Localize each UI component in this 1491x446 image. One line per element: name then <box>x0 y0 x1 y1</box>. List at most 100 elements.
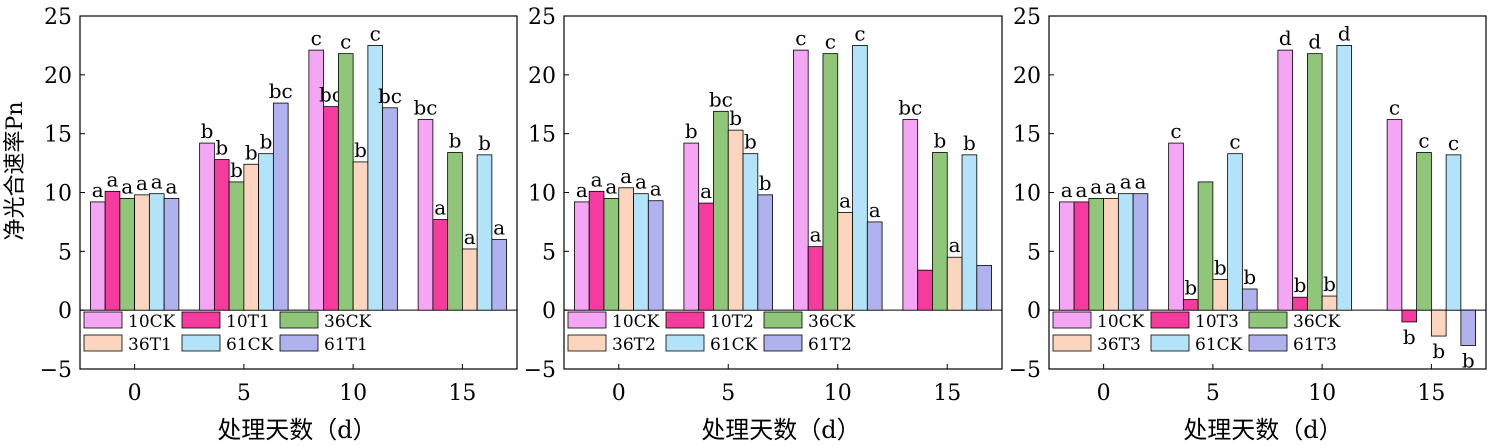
legend-label-10CK: 10CK <box>612 312 660 332</box>
sig-letter-61T1-0: a <box>166 174 178 198</box>
x-tick-label: 0 <box>128 381 142 406</box>
bar-61CK-5 <box>742 153 759 311</box>
bar-36CK-0 <box>603 197 620 311</box>
sig-letter-36T2-15: a <box>949 233 961 257</box>
sig-letter-36T3-15: b <box>1432 339 1445 363</box>
y-tick-label: 10 <box>528 182 556 207</box>
legend-swatch-10CK <box>567 311 607 329</box>
sig-letter-10CK-0: a <box>576 178 588 202</box>
sig-letter-61CK-10: c <box>370 21 381 45</box>
bar-61T3-15 <box>1460 309 1477 346</box>
bar-61CK-0 <box>148 193 165 311</box>
sig-letter-36CK-0: a <box>121 174 133 198</box>
bar-36CK-10 <box>1306 53 1323 311</box>
bar-61CK-15 <box>1445 154 1462 311</box>
bar-36T3-5 <box>1212 279 1229 311</box>
y-tick-label: 20 <box>528 64 556 89</box>
legend-swatch-61CK <box>1150 334 1190 352</box>
bar-36T3-10 <box>1321 295 1338 311</box>
y-tick-label: 0 <box>58 299 72 324</box>
bar-36T1-5 <box>243 163 260 311</box>
y-tick-label: 25 <box>44 5 72 30</box>
legend-swatch-10CK <box>83 311 123 329</box>
legend-swatch-36CK <box>1248 311 1288 329</box>
sig-letter-10CK-10: c <box>795 26 806 50</box>
y-tick-label: 5 <box>1027 240 1041 265</box>
bar-61T1-0 <box>163 197 180 311</box>
y-tick-label: 15 <box>44 123 72 148</box>
bar-61T2-10 <box>866 221 883 311</box>
sig-letter-10CK-5: c <box>1170 119 1181 143</box>
x-tick-label: 5 <box>721 381 735 406</box>
legend-label-36CK: 36CK <box>324 312 372 332</box>
sig-letter-36CK-5: b <box>230 158 243 182</box>
legend-label-61CK: 61CK <box>1195 335 1243 355</box>
bar-36CK-15 <box>932 152 948 311</box>
bar-10CK-5 <box>1168 142 1184 311</box>
sig-letter-10T2-10: a <box>810 223 822 247</box>
sig-letter-61T1-5: bc <box>269 79 293 103</box>
bar-36CK-15 <box>447 152 463 311</box>
y-tick-label: −5 <box>524 358 556 383</box>
sig-letter-61CK-15: c <box>1448 131 1459 155</box>
sig-letter-10T1-5: b <box>215 136 228 160</box>
legend-swatch-36T2 <box>567 334 607 352</box>
sig-letter-10CK-15: c <box>1389 96 1400 120</box>
sig-letter-10T2-5: a <box>700 179 712 203</box>
bar-61T1-15 <box>491 239 508 311</box>
sig-letter-10T1-15: a <box>434 196 446 220</box>
sig-letter-36CK-10: c <box>825 30 836 54</box>
sig-letter-10T3-5: b <box>1184 276 1197 300</box>
bar-36T2-15 <box>946 256 963 311</box>
y-tick-label: −5 <box>1009 358 1041 383</box>
bar-61CK-5 <box>258 153 274 311</box>
legend-label-10T3: 10T3 <box>1195 312 1239 332</box>
bar-36T2-5 <box>727 129 744 311</box>
bar-36CK-5 <box>713 110 729 311</box>
bar-61CK-15 <box>476 154 493 311</box>
sig-letter-10CK-15: bc <box>898 96 922 120</box>
bar-10T3-10 <box>1292 296 1308 311</box>
bar-36T2-0 <box>618 187 634 311</box>
sig-letter-36T1-5: b <box>245 140 258 164</box>
bar-61T3-5 <box>1241 288 1258 311</box>
sig-letter-61T3-15: b <box>1462 348 1475 372</box>
x-axis-label: 处理天数（d） <box>217 416 376 444</box>
bar-36T3-0 <box>1103 197 1119 311</box>
bar-36CK-15 <box>1416 152 1432 311</box>
y-tick-label: 15 <box>1013 123 1041 148</box>
bar-10CK-10 <box>1277 49 1294 311</box>
x-tick-label: 15 <box>1417 381 1445 406</box>
x-tick-label: 5 <box>1206 381 1220 406</box>
bar-36T2-10 <box>837 212 853 311</box>
legend-swatch-36CK <box>279 311 319 329</box>
bar-10T1-15 <box>432 219 449 311</box>
bar-10CK-5 <box>199 142 215 311</box>
bar-36T1-10 <box>352 161 369 311</box>
bar-36T1-15 <box>461 248 478 311</box>
bar-61T1-10 <box>382 107 398 311</box>
bar-10CK-0 <box>89 201 106 311</box>
sig-letter-36CK-0: a <box>605 174 617 198</box>
bar-10T2-10 <box>807 246 824 311</box>
bar-10T2-5 <box>698 202 714 311</box>
sig-letter-10CK-5: b <box>685 119 698 143</box>
sig-letter-36T3-10: b <box>1323 272 1336 296</box>
y-tick-label: 20 <box>1013 64 1041 89</box>
sig-letter-36T1-10: b <box>354 138 367 162</box>
y-tick-label: 20 <box>44 64 72 89</box>
legend-swatch-10CK <box>1052 311 1092 329</box>
sig-letter-61CK-15: b <box>478 131 491 155</box>
bar-36CK-0 <box>119 197 136 311</box>
sig-letter-61T3-5: b <box>1243 265 1256 289</box>
legend-swatch-10T1 <box>181 311 221 329</box>
legend-label-36CK: 36CK <box>1293 312 1341 332</box>
sig-letter-61CK-5: c <box>1229 130 1240 154</box>
y-tick-label: 10 <box>1013 182 1041 207</box>
legend-label-36CK: 36CK <box>808 312 856 332</box>
sig-letter-36T3-0: a <box>1105 174 1117 198</box>
y-tick-label: 25 <box>528 5 556 30</box>
sig-letter-36T2-10: a <box>839 189 851 213</box>
x-tick-label: 0 <box>612 381 626 406</box>
sig-letter-10CK-10: c <box>311 26 322 50</box>
